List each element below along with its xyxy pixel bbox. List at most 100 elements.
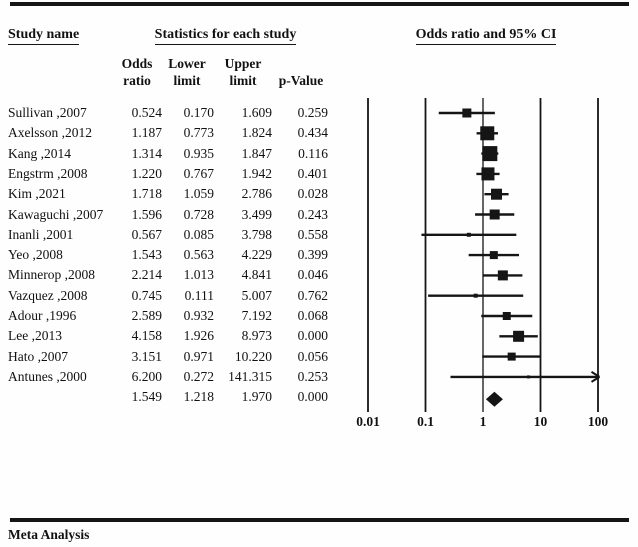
study-name: Sullivan ,2007 xyxy=(8,105,87,120)
p-value: 0.558 xyxy=(297,226,328,242)
axis-tick-label: 100 xyxy=(587,414,609,429)
effect-size-square xyxy=(462,108,472,118)
table-row: Yeo ,2008 1.543 0.563 4.229 0.399 xyxy=(0,245,360,265)
lower-limit-value: 0.773 xyxy=(183,125,214,141)
study-name: Yeo ,2008 xyxy=(8,247,63,263)
lower-limit-value: 1.926 xyxy=(183,328,214,344)
p-value: 0.253 xyxy=(297,368,328,384)
odds-ratio-value: 1.187 xyxy=(131,125,162,141)
odds-ratio-value: 1.596 xyxy=(131,206,162,222)
study-name: Lee ,2013 xyxy=(8,328,62,344)
study-name-header-label: Study name xyxy=(8,27,80,45)
effect-size-square xyxy=(489,209,500,220)
study-name: Minnerop ,2008 xyxy=(8,267,95,283)
effect-size-square xyxy=(502,312,511,320)
study-name: Inanli ,2001 xyxy=(8,226,74,242)
lower-limit-value: 1.059 xyxy=(183,186,214,202)
study-name: Antunes ,2000 xyxy=(8,368,87,384)
lower-limit-value: 1.218 xyxy=(183,389,214,405)
study-name: Kawaguchi ,2007 xyxy=(8,206,104,222)
table-row: Hato ,2007 3.151 0.971 10.220 0.056 xyxy=(0,347,360,367)
plot-header-label: Odds ratio and 95% CI xyxy=(415,27,557,45)
axis-tick-label: 1 xyxy=(479,414,487,429)
table-row: Kang ,2014 1.314 0.935 1.847 0.116 xyxy=(0,144,360,164)
statistics-header: Statistics for each study xyxy=(118,27,333,45)
lower-limit-value: 0.767 xyxy=(183,165,214,181)
lower-limit-value: 0.935 xyxy=(183,145,214,161)
axis-tick-label: 10 xyxy=(533,414,548,429)
upper-limit-value: 3.798 xyxy=(241,226,272,242)
upper-limit-value: 1.970 xyxy=(241,389,272,405)
effect-size-square xyxy=(480,126,495,141)
plot-header: Odds ratio and 95% CI xyxy=(374,27,598,45)
axis-tick-label: 0.1 xyxy=(417,414,434,429)
p-value: 0.068 xyxy=(297,308,328,323)
lower-limit-value: 0.728 xyxy=(183,206,214,222)
study-name: Engstrm ,2008 xyxy=(8,165,88,181)
effect-size-square xyxy=(489,251,498,260)
upper-limit-value: 4.229 xyxy=(241,247,272,263)
upper-limit-value: 7.192 xyxy=(241,308,272,323)
p-value: 0.434 xyxy=(297,125,328,141)
lower-limit-value: 0.272 xyxy=(183,368,214,384)
effect-size-square xyxy=(481,167,495,181)
odds-ratio-value: 3.151 xyxy=(131,348,162,364)
odds-ratio-value: 0.524 xyxy=(131,105,162,120)
upper-limit-value: 2.786 xyxy=(241,186,272,202)
table-row-overall: 1.549 1.218 1.970 0.000 xyxy=(0,387,360,407)
effect-size-square xyxy=(507,352,516,361)
table-row: Vazquez ,2008 0.745 0.111 5.007 0.762 xyxy=(0,286,360,306)
odds-ratio-value: 1.549 xyxy=(131,389,162,405)
study-name: Hato ,2007 xyxy=(8,348,68,364)
p-value: 0.000 xyxy=(297,328,328,344)
odds-ratio-value: 1.718 xyxy=(131,186,162,202)
upper-limit-value: 3.499 xyxy=(241,206,272,222)
ci-arrowhead xyxy=(590,371,601,378)
effect-size-square xyxy=(482,146,498,162)
p-value: 0.243 xyxy=(297,206,328,222)
lower-limit-value: 0.170 xyxy=(183,105,214,120)
odds-ratio-value: 2.589 xyxy=(131,308,162,323)
p-value: 0.000 xyxy=(297,389,328,405)
effect-size-square xyxy=(527,375,531,379)
p-value: 0.116 xyxy=(298,145,328,161)
study-name-header: Study name xyxy=(8,27,80,45)
upper-limit-value: 5.007 xyxy=(241,287,272,303)
column-header-lower-limit: Lower limit xyxy=(168,56,206,88)
upper-limit-value: 8.973 xyxy=(241,328,272,344)
ci-arrowhead xyxy=(590,376,601,383)
lower-limit-value: 0.563 xyxy=(183,247,214,263)
study-name: Vazquez ,2008 xyxy=(8,287,88,303)
odds-ratio-value: 0.567 xyxy=(131,226,162,242)
effect-size-square xyxy=(491,188,503,200)
study-name: Axelsson ,2012 xyxy=(8,125,92,141)
table-row: Engstrm ,2008 1.220 0.767 1.942 0.401 xyxy=(0,164,360,184)
table-row: Lee ,2013 4.158 1.926 8.973 0.000 xyxy=(0,326,360,346)
p-value: 0.399 xyxy=(297,247,328,263)
upper-limit-value: 1.942 xyxy=(241,165,272,181)
lower-limit-value: 0.111 xyxy=(184,287,214,303)
p-value: 0.046 xyxy=(297,267,328,283)
odds-ratio-value: 6.200 xyxy=(131,368,162,384)
odds-ratio-value: 1.314 xyxy=(131,145,162,161)
table-row: Axelsson ,2012 1.187 0.773 1.824 0.434 xyxy=(0,123,360,143)
odds-ratio-value: 4.158 xyxy=(131,328,162,344)
p-value: 0.259 xyxy=(297,105,328,120)
table-row: Kawaguchi ,2007 1.596 0.728 3.499 0.243 xyxy=(0,205,360,225)
bottom-rule xyxy=(10,518,629,522)
odds-ratio-value: 1.543 xyxy=(131,247,162,263)
odds-ratio-value: 2.214 xyxy=(131,267,162,283)
table-row: Inanli ,2001 0.567 0.085 3.798 0.558 xyxy=(0,225,360,245)
column-header-odds-ratio: Odds ratio xyxy=(121,56,153,88)
study-name: Kim ,2021 xyxy=(8,186,66,202)
table-row: Adour ,1996 2.589 0.932 7.192 0.068 xyxy=(0,306,360,326)
effect-size-square xyxy=(497,270,508,281)
effect-size-square xyxy=(513,330,525,342)
upper-limit-value: 141.315 xyxy=(228,368,272,384)
study-name: Adour ,1996 xyxy=(8,308,77,323)
column-header-p-value: p-Value xyxy=(278,73,324,88)
p-value: 0.401 xyxy=(297,165,328,181)
statistics-header-label: Statistics for each study xyxy=(154,27,297,45)
footer-title: Meta Analysis xyxy=(8,527,90,542)
